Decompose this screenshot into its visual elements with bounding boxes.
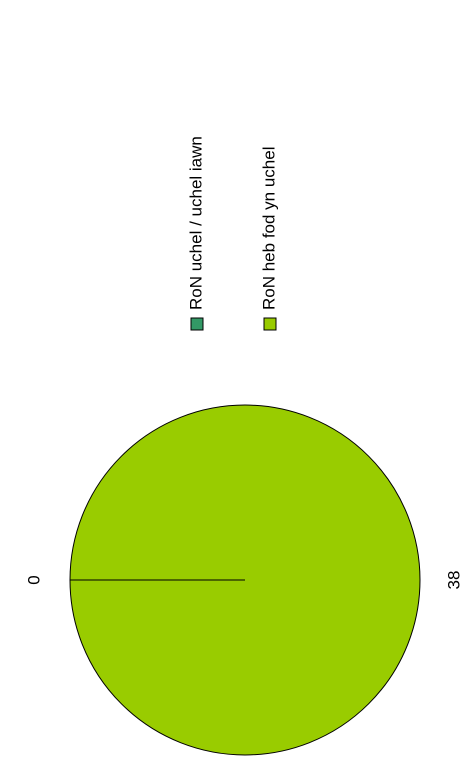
legend-label: RoN uchel / uchel iawn: [186, 136, 205, 310]
pie-slice: [69, 404, 421, 756]
slice-label: 0: [24, 575, 43, 584]
legend-swatch: [263, 317, 277, 331]
legend-label: RoN heb fod yn uchel: [259, 147, 278, 311]
legend-swatch: [190, 317, 204, 331]
slice-label: 38: [444, 571, 463, 590]
